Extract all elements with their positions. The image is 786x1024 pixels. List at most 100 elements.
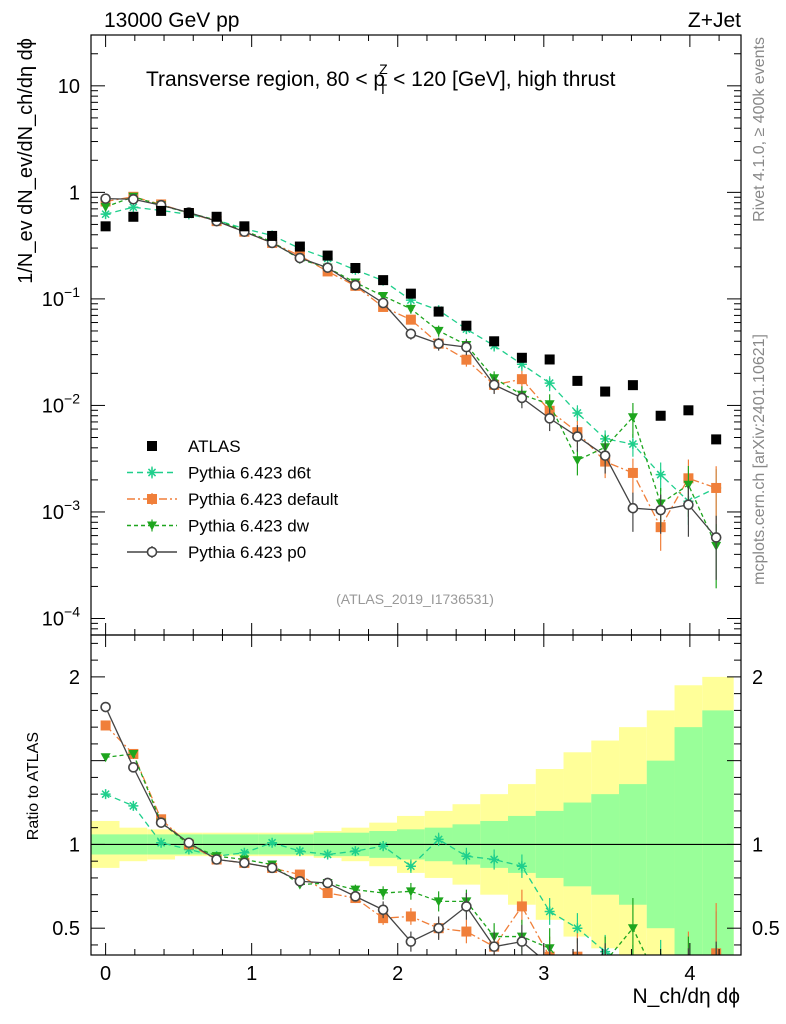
atlas-data-point — [294, 241, 305, 252]
ratio-point — [405, 936, 417, 947]
data-point — [128, 193, 139, 205]
legend-label: Pythia 6.423 d6t — [188, 464, 311, 483]
atlas-data-point — [128, 211, 139, 222]
x-tick-label: 3 — [538, 963, 549, 985]
header-left: 13000 GeV pp — [104, 9, 239, 32]
ratio-y-tick-label-left: 0.5 — [52, 918, 80, 940]
data-point — [711, 482, 722, 493]
ratio-point — [489, 854, 500, 865]
ratio-point — [516, 861, 527, 872]
ratio-point — [294, 869, 305, 880]
atlas-data-point — [433, 306, 444, 317]
data-point — [128, 202, 139, 213]
ratio-point — [294, 875, 306, 887]
x-tick-label: 2 — [392, 963, 403, 985]
ratio-point — [516, 901, 527, 912]
data-point — [655, 504, 666, 516]
data-point — [100, 209, 111, 220]
atlas-data-point — [322, 250, 333, 261]
ratio-point — [572, 923, 583, 934]
ratio-point — [156, 837, 167, 848]
ratio-point — [322, 849, 333, 860]
data-point — [655, 469, 666, 480]
data-point — [378, 291, 389, 301]
data-point — [350, 279, 361, 291]
series-p0 — [100, 193, 722, 580]
ratio-series-p0 — [100, 701, 717, 955]
ratio-point — [267, 837, 278, 848]
ratio-point — [322, 877, 333, 889]
atlas-data-point — [267, 230, 278, 241]
ratio-point — [461, 851, 472, 862]
atlas-data-point — [461, 320, 472, 331]
y-tick-label: 10−3 — [42, 497, 80, 524]
atlas-data-point — [100, 221, 111, 232]
y-tick-label: 10 — [58, 76, 80, 98]
ratio-series-line — [105, 753, 647, 955]
legend-label: Pythia 6.423 default — [188, 490, 339, 509]
ratio-point — [239, 847, 250, 858]
data-point — [100, 193, 111, 204]
data-point — [627, 467, 638, 478]
y-tick-label: 10−4 — [42, 603, 80, 630]
ratio-point — [183, 837, 195, 849]
main-plot-area — [100, 191, 722, 589]
legend-marker — [147, 441, 157, 451]
ratio-point — [350, 891, 361, 902]
data-point — [488, 379, 500, 391]
data-point — [100, 202, 111, 212]
uncertainty-band-inner — [702, 710, 734, 955]
data-point — [627, 502, 639, 514]
legend-label: Pythia 6.423 p0 — [188, 543, 306, 562]
chart-title-sub: T — [379, 81, 388, 97]
data-point — [544, 400, 555, 410]
ratio-point — [405, 861, 416, 872]
data-point — [322, 262, 333, 273]
y-axis-label-main: 1/N_ev dN_ev/dN_ch/dη dϕ — [15, 38, 37, 284]
atlas-data-point — [489, 336, 500, 347]
data-point — [683, 499, 694, 510]
ratio-point — [433, 897, 444, 907]
ratio-point — [183, 844, 194, 855]
data-point — [516, 359, 527, 370]
ratio-plot-area — [100, 701, 722, 955]
ratio-point — [128, 749, 139, 759]
series-line — [105, 196, 717, 529]
ratio-point — [627, 924, 638, 934]
ratio-point — [322, 888, 333, 899]
ratio-point — [100, 720, 111, 731]
legend-entry-d6t: Pythia 6.423 d6t — [127, 464, 311, 483]
ratio-point — [461, 901, 472, 912]
y-tick-label-exp: −4 — [64, 603, 80, 619]
x-tick-label: 0 — [100, 963, 111, 985]
ratio-y-tick-label-right: 2 — [752, 667, 763, 689]
x-tick-label: 1 — [246, 963, 257, 985]
data-point — [572, 431, 583, 442]
data-point — [627, 439, 638, 450]
legend-marker — [147, 494, 157, 504]
data-point — [710, 532, 722, 543]
data-point — [461, 354, 472, 365]
data-point — [516, 392, 528, 404]
ratio-y-tick-label-left: 2 — [69, 667, 80, 689]
ratio-point — [405, 887, 416, 897]
data-point — [405, 304, 416, 314]
atlas-data-point — [239, 221, 250, 232]
ratio-point — [266, 862, 278, 874]
chart-title-sup: Z — [379, 61, 388, 77]
atlas-data-point — [683, 405, 694, 416]
legend-label: ATLAS — [188, 437, 241, 456]
x-axis: 0 1 2 3 4 — [100, 35, 720, 985]
atlas-data-point — [711, 434, 722, 445]
x-axis-label: N_ch/dη dϕ — [633, 985, 741, 1008]
ratio-point — [239, 857, 250, 869]
ratio-y-tick-label-right: 1 — [752, 834, 763, 856]
data-point — [405, 314, 416, 325]
ratio-point — [128, 762, 139, 773]
atlas-data-point — [544, 354, 555, 365]
ratio-point — [516, 936, 528, 947]
ratio-point — [155, 817, 167, 828]
